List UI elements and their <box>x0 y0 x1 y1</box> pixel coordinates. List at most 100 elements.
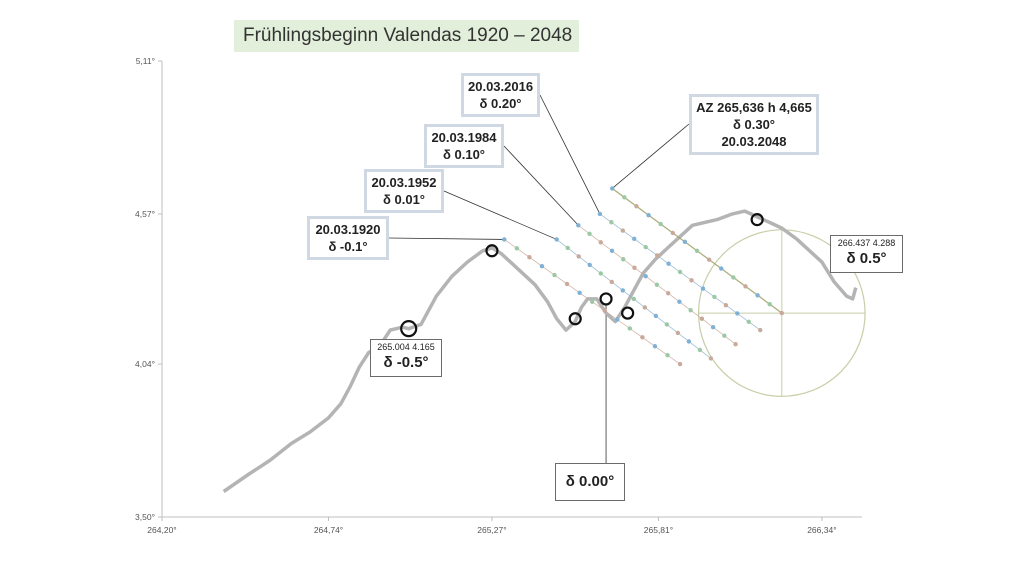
series-point <box>665 352 670 358</box>
series-point <box>552 272 557 278</box>
series-point <box>652 344 658 349</box>
series-point <box>779 310 785 316</box>
callout-2048-delta: δ 0.30° <box>733 117 775 132</box>
y-tick-label: 3,50° <box>135 512 155 522</box>
series-point <box>643 244 648 250</box>
series-point <box>654 282 660 287</box>
horizon-marker <box>568 312 582 326</box>
callout-2016-date: 20.03.2016 <box>468 79 534 94</box>
callout-2048-date: 20.03.2048 <box>721 134 787 149</box>
leader-2016 <box>539 94 601 215</box>
series-point <box>502 237 507 242</box>
series-point <box>634 204 639 209</box>
series-point <box>712 294 717 300</box>
callout-left-extreme: 265.004 4.165 δ -0.5° <box>370 339 442 377</box>
series-point <box>539 263 545 269</box>
series-point <box>710 325 716 330</box>
series-point <box>708 356 714 361</box>
series-point <box>527 255 532 260</box>
series-point <box>689 278 694 283</box>
series-point <box>755 293 760 298</box>
horizon-marker <box>485 244 499 258</box>
series-point <box>642 305 648 310</box>
leader-1984 <box>503 145 579 226</box>
series-point <box>627 326 633 331</box>
leader-2048 <box>611 123 690 189</box>
callout-1984: 20.03.1984 δ 0.10° <box>424 124 504 168</box>
horizon-marker <box>599 292 613 306</box>
series-point <box>620 228 625 233</box>
series-point <box>664 322 670 327</box>
series-point <box>677 269 683 275</box>
series-point <box>598 240 603 245</box>
y-tick-label: 5,11° <box>136 56 155 66</box>
callout-1984-delta: δ 0.10° <box>443 147 485 162</box>
series-point <box>589 299 595 304</box>
horizon-markers <box>400 213 764 338</box>
horizon-marker <box>400 320 418 338</box>
series-point <box>597 211 603 217</box>
series-point <box>646 212 651 218</box>
series-point <box>677 361 683 367</box>
callout-1952: 20.03.1952 δ 0.01° <box>364 169 444 213</box>
callout-2016: 20.03.2016 δ 0.20° <box>461 73 540 117</box>
series-point <box>733 342 738 347</box>
series-point <box>615 317 620 322</box>
series-point <box>697 347 703 353</box>
series-point <box>609 248 615 253</box>
series-point <box>719 266 724 271</box>
series-point <box>609 279 614 285</box>
series-point <box>631 296 637 302</box>
series-point <box>587 231 592 236</box>
series-point <box>643 274 648 279</box>
series-point <box>731 275 736 280</box>
callout-right-extreme: 266.437 4.288 δ 0.5° <box>830 235 903 273</box>
zero-delta-label: δ 0.00° <box>565 473 615 490</box>
series-point <box>694 248 700 253</box>
right-extreme-delta: δ 0.5° <box>846 250 887 267</box>
x-tick-label: 265,81° <box>644 525 673 535</box>
series-point <box>514 246 520 251</box>
callout-2048-azh: AZ 265,636 h 4,665 <box>696 100 812 115</box>
series-point <box>670 230 675 236</box>
series-point <box>602 308 607 313</box>
series-point <box>743 284 748 289</box>
series-point <box>666 261 671 266</box>
x-tick-label: 264,20° <box>147 525 176 535</box>
series-point <box>620 288 625 293</box>
series-point <box>621 257 626 262</box>
delta-series <box>502 186 785 367</box>
series-point <box>564 281 570 287</box>
series-point <box>640 335 645 340</box>
y-tick-label: 4,57° <box>135 209 155 219</box>
x-tick-label: 266,34° <box>807 525 836 535</box>
callout-2048: AZ 265,636 h 4,665 δ 0.30° 20.03.2048 <box>689 94 819 155</box>
series-point <box>622 195 627 200</box>
left-extreme-coords: 265.004 4.165 <box>377 342 435 352</box>
series-point <box>758 327 763 333</box>
callout-1984-date: 20.03.1984 <box>431 130 497 145</box>
left-extreme-delta: δ -0.5° <box>383 354 429 371</box>
series-point <box>632 236 637 242</box>
callout-1920-delta: δ -0.1° <box>328 239 368 254</box>
callout-leaders <box>388 94 690 463</box>
series-point <box>598 271 603 276</box>
callout-zero-delta: δ 0.00° <box>555 463 625 501</box>
series-point <box>587 262 592 268</box>
leader-1920 <box>388 237 505 240</box>
callout-1920: 20.03.1920 δ -0.1° <box>307 216 389 260</box>
series-point <box>610 186 615 191</box>
chart-title: Frühlingsbeginn Valendas 1920 – 2048 <box>234 20 579 52</box>
series-point <box>706 257 712 262</box>
series-point <box>609 220 614 225</box>
series-point <box>565 245 570 251</box>
x-tick-label: 264,74° <box>314 525 343 535</box>
callout-1952-date: 20.03.1952 <box>371 175 437 190</box>
series-point <box>653 313 659 319</box>
series-point <box>554 237 559 242</box>
series-point <box>735 311 740 316</box>
series-point <box>686 339 692 344</box>
callout-1920-date: 20.03.1920 <box>315 222 381 237</box>
horizon-marker <box>750 213 764 227</box>
